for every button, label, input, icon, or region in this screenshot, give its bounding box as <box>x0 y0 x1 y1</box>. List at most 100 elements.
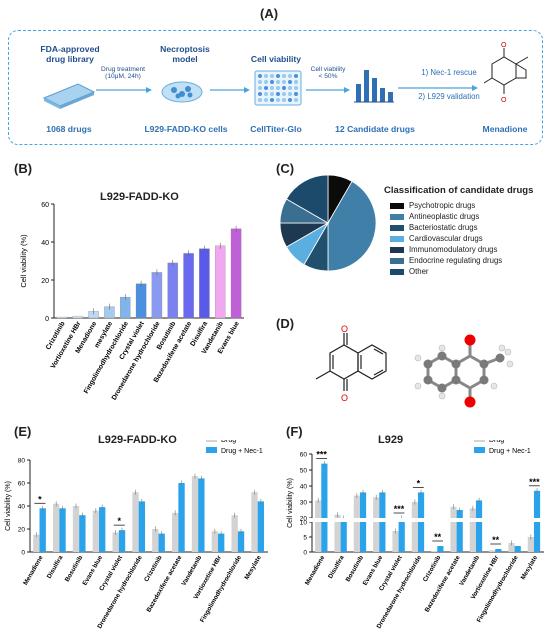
pie-legend-item: Immunomodulatory drugs <box>390 245 497 254</box>
y-axis-label: Cell viability (%) <box>19 234 28 288</box>
bar-drug-nec1 <box>218 533 225 552</box>
chart-e-title: L929-FADD-KO <box>98 434 177 446</box>
bar-drug-nec1 <box>118 530 126 552</box>
well <box>270 92 274 96</box>
y-tick-label: 0 <box>303 550 307 557</box>
x-tick-label: Disulfira <box>46 554 65 580</box>
svg-text:O: O <box>501 42 507 49</box>
bar-drug-nec1 <box>138 501 146 552</box>
y-tick-label: 20 <box>18 527 26 534</box>
well <box>264 98 268 102</box>
well-plate-icon <box>254 70 302 106</box>
x-tick-label: Bosutinib <box>64 554 85 583</box>
well <box>294 80 298 84</box>
y-tick-label: 20 <box>41 278 49 285</box>
y-tick-label: 40 <box>300 484 308 491</box>
pie-legend-item: Psychotropic drugs <box>390 201 475 210</box>
bar-drug-nec1 <box>99 507 106 552</box>
legend-swatch <box>474 440 485 442</box>
y-tick-label: 0 <box>45 316 49 323</box>
bar <box>151 272 163 319</box>
arrow1-label: Drug treatment (10μM, 24h) <box>101 66 145 80</box>
bar-drug-nec1 <box>257 501 265 552</box>
bar <box>167 262 178 319</box>
rescue-step-2: 2) L929 validation <box>418 92 480 101</box>
bar <box>215 245 226 319</box>
bar-drug <box>191 476 199 552</box>
significance-label: ** <box>434 532 442 542</box>
bar-chart-icon <box>354 70 394 103</box>
panel-label-c: (C) <box>276 161 295 176</box>
bar <box>183 253 194 319</box>
step2-bottom: L929-FADD-KO cells <box>144 124 228 134</box>
bar-drug-nec1 <box>237 531 245 552</box>
x-tick-label: Disulfira <box>327 554 346 580</box>
bar-drug <box>373 497 380 552</box>
x-tick-label: Vandetanib <box>180 554 203 587</box>
chart-f-title: L929 <box>378 434 404 446</box>
legend-label: Drug + Nec-1 <box>221 448 263 455</box>
bar-drug <box>315 500 322 552</box>
step1-bottom: 1068 drugs <box>46 124 92 134</box>
bar-drug <box>251 492 258 552</box>
well <box>258 98 262 102</box>
y-tick-label: 0 <box>21 550 25 557</box>
menadione-3d-structure <box>414 334 514 408</box>
well <box>276 74 280 78</box>
bar-drug <box>132 492 139 552</box>
well <box>282 74 286 78</box>
significance-label: * <box>417 478 421 488</box>
well <box>270 74 274 78</box>
svg-text:O: O <box>501 97 507 104</box>
y-tick-label: 60 <box>300 452 308 459</box>
legend-label: Other <box>409 267 429 276</box>
arrow3 <box>306 87 350 93</box>
bar-drug-nec1 <box>514 546 521 552</box>
x-tick-label: Menadione <box>22 554 45 586</box>
pie-legend-title: Classification of candidate drugs <box>384 185 534 196</box>
legend-swatch <box>206 440 217 442</box>
bar-drug-nec1 <box>359 492 367 552</box>
bar <box>230 228 242 319</box>
bar-drug-nec1 <box>379 492 386 552</box>
step3-title: Cell viability <box>250 54 302 64</box>
x-tick-label: Bosutinib <box>344 554 365 583</box>
bar-drug-nec1 <box>437 546 444 552</box>
pie-legend-item: Cardiovascular drugs <box>390 234 483 243</box>
panel-label-e: (E) <box>14 424 32 439</box>
menadione-structure-icon: O O <box>483 42 529 104</box>
well <box>288 98 292 102</box>
pie-legend-item: Other <box>390 267 429 276</box>
y-tick-label: 80 <box>18 458 26 465</box>
x-tick-label: Mesylate <box>520 554 540 581</box>
bar-drug <box>72 506 80 552</box>
y-tick-label: 10 <box>300 520 308 527</box>
well <box>270 98 274 102</box>
plate-icon <box>42 83 96 109</box>
bar <box>135 283 147 319</box>
well <box>264 86 268 90</box>
panel-label-b: (B) <box>14 161 33 176</box>
well <box>264 74 268 78</box>
bar-drug-nec1 <box>398 518 405 552</box>
significance-label: *** <box>394 504 405 514</box>
bar-drug <box>411 502 418 552</box>
bar-drug <box>33 534 40 552</box>
panel-label-a: (A) <box>260 6 279 21</box>
well <box>288 92 292 96</box>
svg-text:O: O <box>341 393 348 403</box>
x-tick-label: Fingolimodhydrochloride <box>199 554 243 624</box>
bar-drug-nec1 <box>456 510 463 552</box>
bar-drug <box>353 495 360 552</box>
arrow4 <box>398 85 478 91</box>
y-tick-label: 60 <box>41 202 49 209</box>
bar-drug-nec1 <box>340 518 347 552</box>
bar-drug <box>211 531 219 552</box>
legend-label: Drug <box>489 440 504 444</box>
well <box>294 92 298 96</box>
legend-label: Immunomodulatory drugs <box>409 245 498 254</box>
bar-drug <box>527 537 534 552</box>
x-tick-label: Mesylate <box>243 554 263 581</box>
y-tick-label: 60 <box>18 481 26 488</box>
well <box>258 74 262 78</box>
